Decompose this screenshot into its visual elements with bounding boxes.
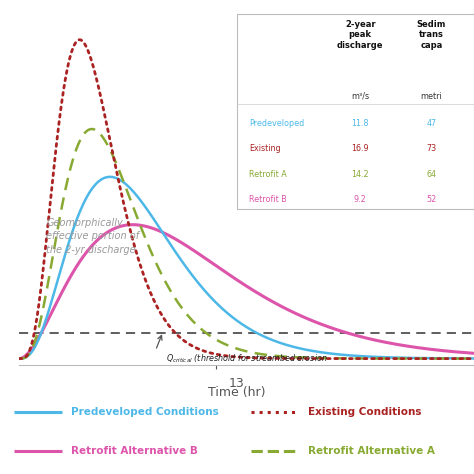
Text: 13: 13 bbox=[229, 377, 245, 390]
Text: Retrofit A: Retrofit A bbox=[249, 170, 287, 179]
Text: Sedim
trans
capa: Sedim trans capa bbox=[417, 20, 446, 50]
Text: Existing Conditions: Existing Conditions bbox=[308, 407, 421, 417]
Text: Predeveloped Conditions: Predeveloped Conditions bbox=[71, 407, 219, 417]
Text: 64: 64 bbox=[426, 170, 437, 179]
Text: 73: 73 bbox=[426, 145, 437, 154]
Text: 16.9: 16.9 bbox=[351, 145, 369, 154]
Text: metri: metri bbox=[420, 92, 442, 101]
Text: Geomorphically
effective portion of
the 2-yr discharge: Geomorphically effective portion of the … bbox=[46, 219, 139, 255]
Text: m³/s: m³/s bbox=[351, 92, 369, 101]
Text: 9.2: 9.2 bbox=[354, 195, 366, 204]
Text: Retrofit B: Retrofit B bbox=[249, 195, 287, 204]
Text: 11.8: 11.8 bbox=[352, 119, 369, 128]
Text: Time (hr): Time (hr) bbox=[208, 386, 266, 399]
Text: 52: 52 bbox=[426, 195, 437, 204]
Text: Existing: Existing bbox=[249, 145, 281, 154]
Text: $Q_{critical}$ (threshold for streambed erosion: $Q_{critical}$ (threshold for streambed … bbox=[166, 353, 328, 365]
Text: 47: 47 bbox=[426, 119, 437, 128]
Text: Retrofit Alternative B: Retrofit Alternative B bbox=[71, 446, 198, 456]
Text: 2-year
peak
discharge: 2-year peak discharge bbox=[337, 20, 383, 50]
Text: 14.2: 14.2 bbox=[351, 170, 369, 179]
Text: Retrofit Alternative A: Retrofit Alternative A bbox=[308, 446, 435, 456]
Text: Predeveloped: Predeveloped bbox=[249, 119, 304, 128]
